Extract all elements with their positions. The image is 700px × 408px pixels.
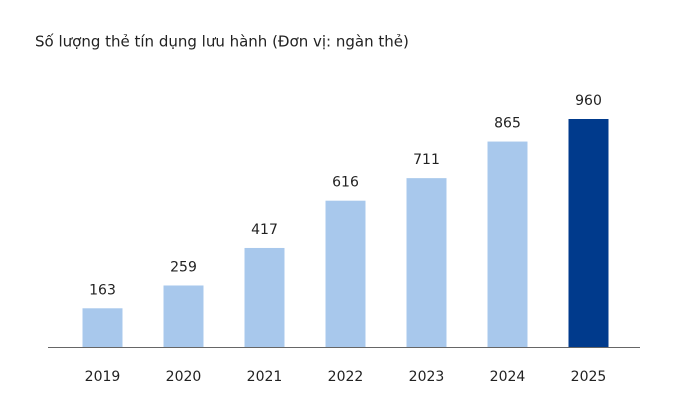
- bar: [568, 119, 609, 347]
- data-label: 163: [89, 282, 116, 298]
- bar: [487, 141, 528, 347]
- bar: [244, 247, 285, 347]
- x-tick-label: 2020: [166, 369, 202, 385]
- chart-title: Số lượng thẻ tín dụng lưu hành (Đơn vị: …: [35, 33, 409, 51]
- bar: [163, 285, 204, 347]
- x-tick-label: 2025: [571, 369, 607, 385]
- bar: [82, 308, 123, 347]
- data-label: 417: [251, 222, 278, 238]
- x-tick-label: 2019: [85, 369, 121, 385]
- data-label: 711: [413, 152, 440, 168]
- x-tick-label: 2024: [490, 369, 526, 385]
- data-label: 865: [494, 116, 521, 132]
- data-label: 616: [332, 175, 359, 191]
- data-label: 960: [575, 93, 602, 109]
- bar: [406, 178, 447, 347]
- bar: [325, 200, 366, 347]
- x-tick-label: 2022: [328, 369, 364, 385]
- x-tick-label: 2023: [409, 369, 445, 385]
- data-label: 259: [170, 259, 197, 275]
- x-tick-label: 2021: [247, 369, 283, 385]
